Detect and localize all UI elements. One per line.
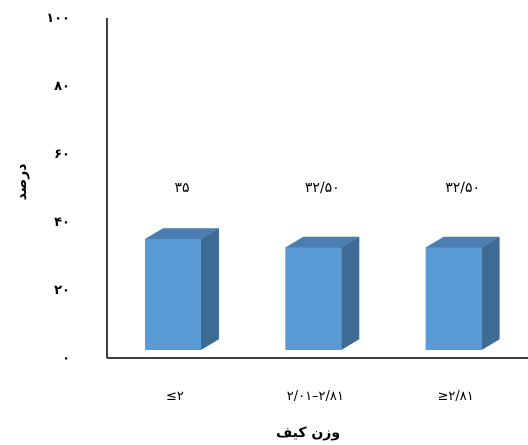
- bar-top-face: [425, 236, 500, 248]
- data-label: ۳۲/۵۰: [445, 180, 480, 196]
- y-axis: ۰ ۲۰ ۴۰ ۶۰ ۸۰ ۱۰۰: [46, 11, 108, 366]
- y-tick-label: ۰: [62, 351, 70, 366]
- bar: [425, 236, 500, 350]
- x-tick-label: ≤۲: [166, 389, 184, 404]
- x-axis-title: وزن کیف: [276, 425, 340, 441]
- bar-front-face: [425, 247, 482, 350]
- y-tick-label: ۴۰: [54, 215, 70, 230]
- y-tick-label: ۸۰: [54, 79, 70, 94]
- bar: [144, 228, 219, 350]
- bar-side-face: [341, 236, 360, 350]
- bar-top-face: [144, 228, 219, 239]
- bar-side-face: [481, 236, 500, 350]
- bar-front-face: [285, 247, 342, 350]
- bar-front-face: [144, 239, 201, 350]
- x-tick-label: ≥۲/۸۱: [438, 389, 474, 404]
- data-label: ۳۵: [174, 180, 189, 196]
- bar-top-face: [285, 236, 360, 248]
- bar-side-face: [200, 228, 219, 350]
- bars: [144, 228, 500, 350]
- bar: [285, 236, 360, 350]
- y-tick-label: ۱۰۰: [46, 11, 70, 26]
- x-axis: ≤۲ ۲/۰۱–۲/۸۱ ≥۲/۸۱: [107, 357, 528, 404]
- data-labels: ۳۵ ۳۲/۵۰ ۳۲/۵۰: [174, 180, 480, 196]
- y-tick-label: ۲۰: [54, 283, 70, 298]
- y-tick-label: ۶۰: [54, 147, 70, 162]
- x-tick-label: ۲/۰۱–۲/۸۱: [287, 389, 344, 404]
- y-axis-title: درصد: [14, 164, 30, 201]
- data-label: ۳۲/۵۰: [305, 180, 340, 196]
